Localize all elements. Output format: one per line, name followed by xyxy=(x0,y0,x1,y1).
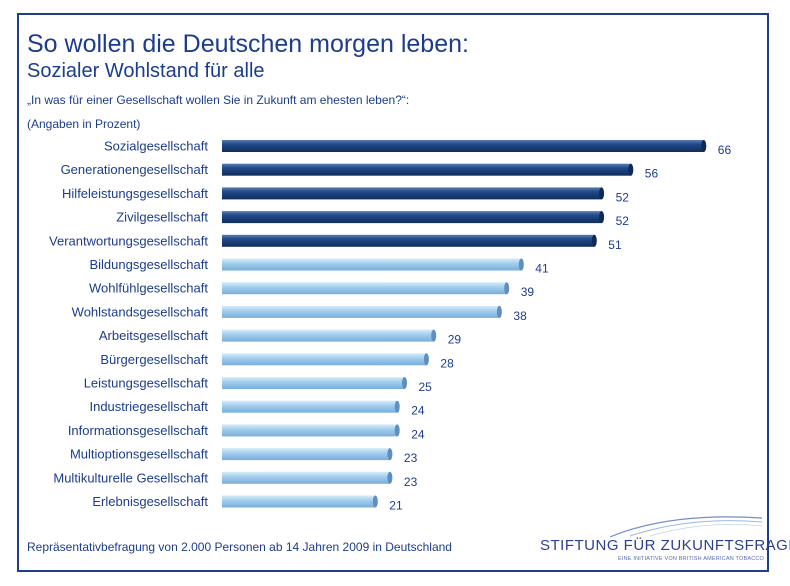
category-label: Informationsgesellschaft xyxy=(68,423,209,438)
bar xyxy=(222,353,427,366)
bar xyxy=(222,234,595,247)
source-note: Repräsentativbefragung von 2.000 Persone… xyxy=(27,540,452,554)
value-label: 52 xyxy=(616,190,630,204)
value-label: 23 xyxy=(404,451,418,465)
bar-end-cap xyxy=(423,353,429,366)
chart-title: So wollen die Deutschen morgen leben: xyxy=(27,30,469,58)
chart-subtitle: Sozialer Wohlstand für alle xyxy=(27,60,265,82)
bar-end-cap xyxy=(387,448,393,461)
bar xyxy=(222,140,704,152)
category-label: Bildungsgesellschaft xyxy=(89,257,208,272)
value-label: 39 xyxy=(521,285,535,299)
bar xyxy=(222,495,376,508)
bar-end-cap xyxy=(599,187,605,200)
bar xyxy=(222,258,522,271)
logo-wordmark: STIFTUNG FÜR ZUKUNFTSFRAGEN xyxy=(540,537,790,554)
bar xyxy=(222,448,390,461)
value-label: 21 xyxy=(389,499,403,513)
bar-end-cap xyxy=(628,163,634,176)
foundation-logo: STIFTUNG FÜR ZUKUNFTSFRAGEN EINE INITIAT… xyxy=(540,510,790,570)
value-label: 56 xyxy=(645,167,659,181)
survey-question: „In was für einer Gesellschaft wollen Si… xyxy=(27,93,410,107)
value-label: 24 xyxy=(411,404,425,418)
value-label: 52 xyxy=(616,214,630,228)
value-label: 38 xyxy=(513,309,527,323)
bar-end-cap xyxy=(599,211,605,224)
category-label: Hilfeleistungsgesellschaft xyxy=(62,186,208,201)
bar-end-cap xyxy=(402,377,407,389)
bar-end-cap xyxy=(372,495,378,508)
bar-end-cap xyxy=(387,471,393,484)
category-label: Zivilgesellschaft xyxy=(116,210,208,225)
bar-end-cap xyxy=(394,400,400,413)
bar xyxy=(222,282,507,295)
logo-tagline: EINE INITIATIVE VON BRITISH AMERICAN TOB… xyxy=(618,556,765,562)
value-label: 28 xyxy=(440,356,454,370)
value-label: 25 xyxy=(419,380,433,394)
bar-end-cap xyxy=(518,258,524,271)
value-label: 41 xyxy=(535,262,549,276)
category-label: Leistungsgesellschaft xyxy=(84,376,209,391)
value-label: 51 xyxy=(608,238,622,252)
category-label: Wohlstandsgesellschaft xyxy=(72,304,209,319)
bar xyxy=(222,163,631,176)
category-label: Multioptionsgesellschaft xyxy=(70,447,208,462)
category-label: Arbeitsgesellschaft xyxy=(99,328,208,343)
bar xyxy=(222,424,398,437)
category-label: Erlebnisgesellschaft xyxy=(92,494,208,509)
bar xyxy=(222,400,398,413)
category-label: Industriegesellschaft xyxy=(89,399,208,414)
value-label: 29 xyxy=(448,333,462,347)
category-label: Generationengesellschaft xyxy=(61,162,209,177)
bar xyxy=(222,211,602,224)
category-label: Bürgergesellschaft xyxy=(100,352,208,367)
category-label: Wohlfühlgesellschaft xyxy=(89,281,208,296)
unit-note: (Angaben in Prozent) xyxy=(27,117,141,131)
category-label: Verantwortungsgesellschaft xyxy=(49,233,208,248)
bar-end-cap xyxy=(431,329,437,342)
value-label: 24 xyxy=(411,427,425,441)
category-label: Multikulturelle Gesellschaft xyxy=(53,470,208,485)
swoosh-icon xyxy=(609,516,763,538)
bar-end-cap xyxy=(591,234,597,247)
bar-end-cap xyxy=(504,282,510,295)
bar-end-cap xyxy=(394,424,400,437)
category-label: Sozialgesellschaft xyxy=(104,139,208,154)
bar xyxy=(222,471,390,484)
bar xyxy=(222,305,500,318)
bar-end-cap xyxy=(496,305,502,318)
bar xyxy=(222,187,602,200)
bar xyxy=(222,329,434,342)
value-label: 66 xyxy=(718,143,732,157)
bar xyxy=(222,377,405,389)
bar-end-cap xyxy=(701,140,707,152)
value-label: 23 xyxy=(404,475,418,489)
